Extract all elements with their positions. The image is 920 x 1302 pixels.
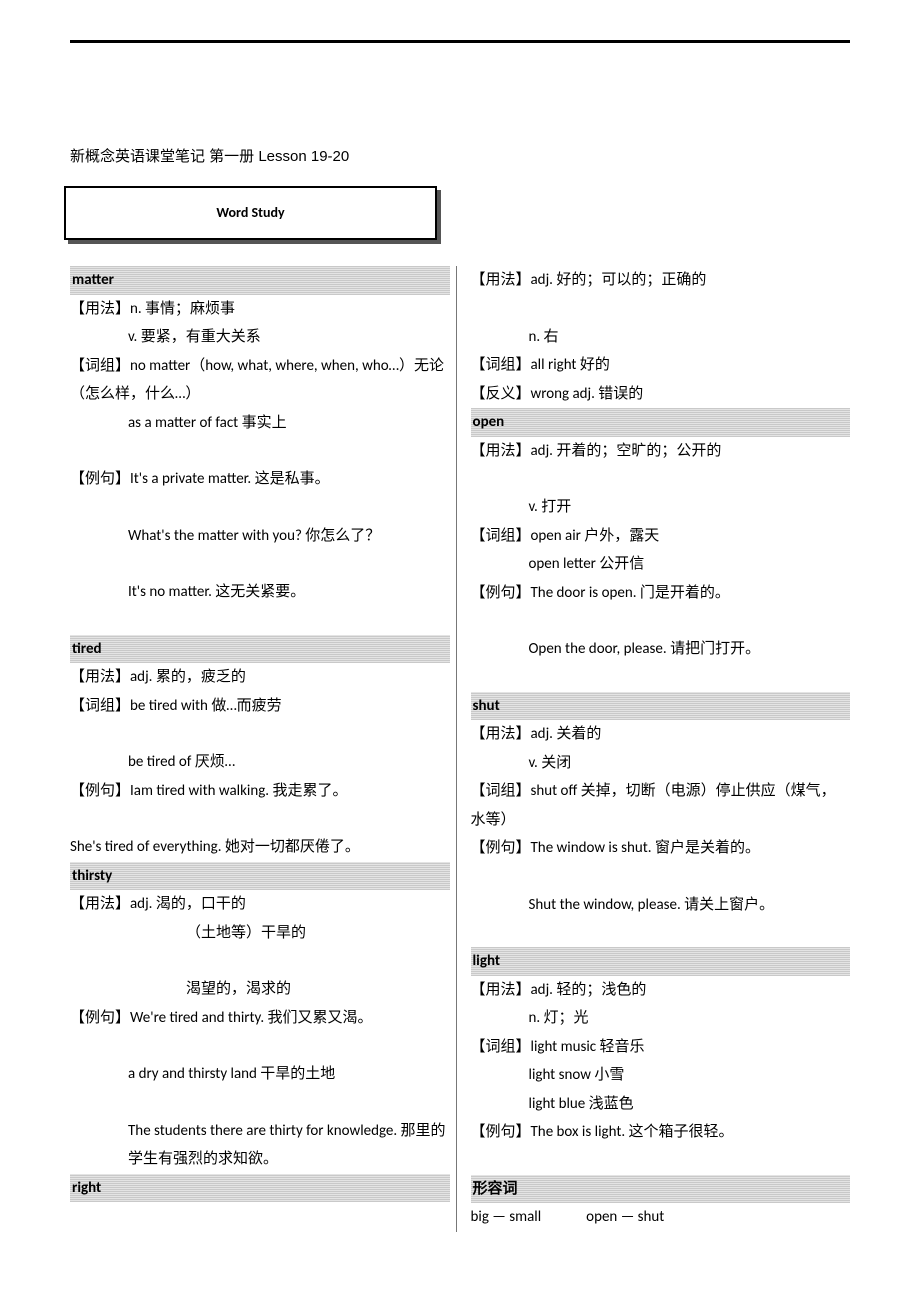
spacer (70, 1032, 450, 1060)
spacer (471, 465, 851, 493)
open-usage-1: 【用法】adj. 开着的；空旷的；公开的 (471, 437, 851, 466)
word-head-matter: matter (70, 266, 450, 295)
adjective-pairs: big — small open — shut (471, 1203, 851, 1232)
right-usage-2: n. 右 (471, 323, 851, 352)
thirsty-usage-2: （土地等）干旱的 (70, 919, 450, 948)
page: 新概念英语课堂笔记 第一册 Lesson 19-20 Word Study ma… (0, 0, 920, 1292)
light-usage-2: n. 灯；光 (471, 1004, 851, 1033)
spacer (471, 1147, 851, 1175)
matter-phrase-2: as a matter of fact 事实上 (70, 409, 450, 438)
matter-example-1: 【例句】It's a private matter. 这是私事。 (70, 465, 450, 494)
open-example-1: 【例句】The door is open. 门是开着的。 (471, 579, 851, 608)
shut-example-2: Shut the window, please. 请关上窗户。 (471, 891, 851, 920)
word-head-right: right (70, 1174, 450, 1203)
left-column: matter 【用法】n. 事情；麻烦事 v. 要紧，有重大关系 【词组】no … (70, 266, 457, 1232)
spacer (471, 919, 851, 947)
light-phrase-1: 【词组】light music 轻音乐 (471, 1033, 851, 1062)
shut-usage-1: 【用法】adj. 关着的 (471, 720, 851, 749)
open-example-2: Open the door, please. 请把门打开。 (471, 635, 851, 664)
word-head-open: open (471, 408, 851, 437)
word-head-tired: tired (70, 635, 450, 664)
spacer (471, 295, 851, 323)
spacer (70, 494, 450, 522)
two-columns: matter 【用法】n. 事情；麻烦事 v. 要紧，有重大关系 【词组】no … (70, 266, 850, 1232)
spacer (70, 607, 450, 635)
spacer (471, 607, 851, 635)
matter-example-2: What's the matter with you? 你怎么了？ (70, 522, 450, 551)
open-phrase-1: 【词组】open air 户外，露天 (471, 522, 851, 551)
matter-example-3: It's no matter. 这无关紧要。 (70, 578, 450, 607)
word-head-adjectives: 形容词 (471, 1175, 851, 1204)
right-column: 【用法】adj. 好的；可以的；正确的 n. 右 【词组】all right 好… (457, 266, 851, 1232)
thirsty-usage-1: 【用法】adj. 渴的，口干的 (70, 890, 450, 919)
shut-phrase: 【词组】shut off 关掉，切断（电源）停止供应（煤气，水等） (471, 777, 851, 834)
spacer (70, 550, 450, 578)
light-phrase-3: light blue 浅蓝色 (471, 1090, 851, 1119)
section-header: Word Study (64, 186, 437, 241)
matter-usage-2: v. 要紧，有重大关系 (70, 323, 450, 352)
right-antonym: 【反义】wrong adj. 错误的 (471, 380, 851, 409)
tired-example-1: 【例句】Iam tired with walking. 我走累了。 (70, 777, 450, 806)
spacer (70, 1089, 450, 1117)
matter-phrase-1: 【词组】no matter（how, what, where, when, wh… (70, 352, 450, 409)
light-usage-1: 【用法】adj. 轻的；浅色的 (471, 976, 851, 1005)
light-example: 【例句】The box is light. 这个箱子很轻。 (471, 1118, 851, 1147)
shut-example-1: 【例句】The window is shut. 窗户是关着的。 (471, 834, 851, 863)
spacer (70, 720, 450, 748)
spacer (70, 437, 450, 465)
spacer (471, 863, 851, 891)
open-usage-2: v. 打开 (471, 493, 851, 522)
light-phrase-2: light snow 小雪 (471, 1061, 851, 1090)
open-phrase-2: open letter 公开信 (471, 550, 851, 579)
right-phrase: 【词组】all right 好的 (471, 351, 851, 380)
tired-usage: 【用法】adj. 累的，疲乏的 (70, 663, 450, 692)
matter-usage-1: 【用法】n. 事情；麻烦事 (70, 295, 450, 324)
thirsty-example-1: 【例句】We're tired and thirty. 我们又累又渴。 (70, 1004, 450, 1033)
lesson-title: 新概念英语课堂笔记 第一册 Lesson 19-20 (70, 143, 850, 172)
thirsty-example-2: a dry and thirsty land 干旱的土地 (70, 1060, 450, 1089)
word-head-shut: shut (471, 692, 851, 721)
right-usage-1: 【用法】adj. 好的；可以的；正确的 (471, 266, 851, 295)
spacer (471, 664, 851, 692)
tired-example-2: She's tired of everything. 她对一切都厌倦了。 (70, 833, 450, 862)
word-head-light: light (471, 947, 851, 976)
word-head-thirsty: thirsty (70, 862, 450, 891)
tired-phrase-1: 【词组】be tired with 做…而疲劳 (70, 692, 450, 721)
tired-phrase-2: be tired of 厌烦… (70, 748, 450, 777)
thirsty-usage-3: 渴望的，渴求的 (70, 975, 450, 1004)
spacer (70, 947, 450, 975)
shut-usage-2: v. 关闭 (471, 749, 851, 778)
spacer (70, 805, 450, 833)
thirsty-example-3: The students there are thirty for knowle… (70, 1117, 450, 1174)
top-rule (70, 40, 850, 43)
